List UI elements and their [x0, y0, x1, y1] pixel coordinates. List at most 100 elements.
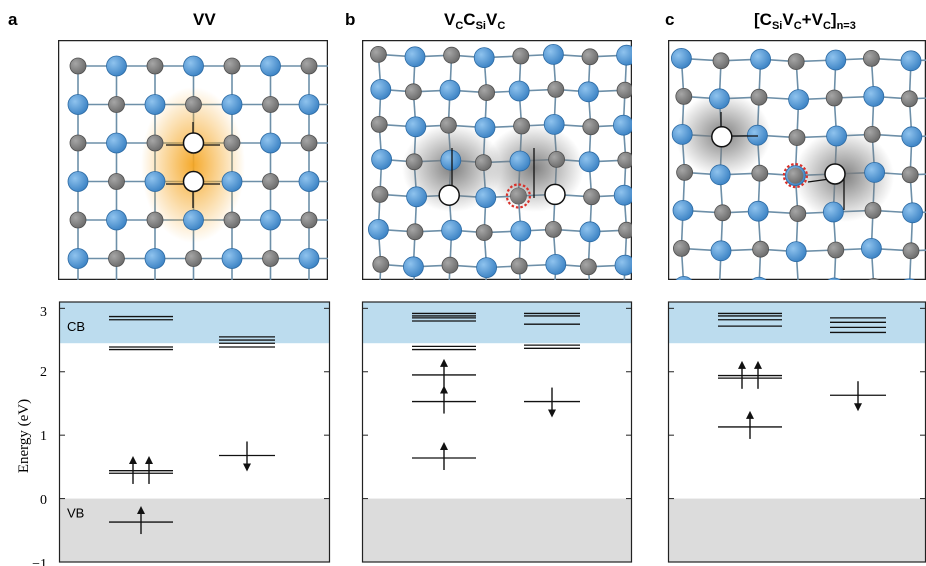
si-atom — [614, 254, 632, 276]
si-atom — [144, 94, 166, 115]
c-atom — [510, 257, 528, 275]
c-atom — [714, 204, 731, 222]
panel-title-c: [CSiVC+VC]n=3 — [754, 10, 856, 32]
si-atom — [903, 278, 915, 280]
energy-panel-0: CB VB — [58, 301, 331, 563]
spin-down-arrowhead — [243, 463, 251, 472]
si-atom — [747, 200, 769, 222]
c-atom — [440, 116, 457, 134]
si-atom — [747, 124, 768, 146]
si-atom — [371, 149, 393, 170]
spin-up-arrowhead — [129, 455, 137, 464]
c-atom — [676, 163, 694, 181]
figure-headers: a VV b VCCSiVC c [CSiVC+VC]n=3 — [8, 10, 856, 32]
si-atom — [545, 253, 567, 275]
si-atom — [221, 171, 243, 192]
c-atom — [300, 57, 318, 75]
si-atom — [509, 150, 531, 172]
si-atom — [616, 44, 632, 66]
carbon-antisite-marker-0 — [782, 163, 809, 189]
si-atom — [863, 86, 885, 107]
si-atom — [221, 248, 243, 269]
tick-label-1: 1 — [40, 429, 47, 444]
vacancy-site-0 — [711, 126, 733, 148]
si-atom — [441, 219, 462, 241]
c-atom — [185, 250, 202, 267]
tick-label-minus1: −1 — [32, 557, 47, 566]
spin-up-arrowhead — [137, 506, 145, 515]
c-atom — [750, 88, 768, 106]
c-atom — [862, 49, 880, 67]
c-atom — [69, 134, 87, 152]
conduction-band — [668, 302, 926, 344]
si-atom — [710, 240, 732, 262]
si-atom — [900, 50, 922, 72]
spin-up-arrowhead — [145, 455, 153, 464]
conduction-band — [59, 302, 330, 344]
si-atom — [750, 48, 771, 70]
c-atom — [787, 53, 805, 71]
c-atom — [475, 154, 492, 171]
si-atom — [476, 257, 497, 279]
c-atom — [262, 250, 279, 267]
c-atom — [69, 57, 87, 75]
si-atom — [826, 125, 848, 147]
defect-glow-0 — [141, 87, 245, 243]
c-atom — [478, 84, 495, 101]
si-atom — [709, 88, 730, 110]
c-atom — [405, 83, 422, 101]
panel-title-a: VV — [193, 10, 216, 29]
plot-frame — [58, 301, 331, 563]
spin-down-arrowhead — [548, 409, 556, 418]
si-atom — [671, 124, 693, 145]
si-atom — [670, 47, 692, 69]
si-atom — [183, 209, 204, 231]
c-atom — [262, 173, 279, 190]
cb-label: CB — [67, 319, 85, 334]
panel-letter-b: b — [345, 10, 355, 29]
vb-label: VB — [67, 506, 84, 521]
y-axis: Energy (eV) 3 2 1 0 −1 — [16, 305, 47, 566]
si-atom — [613, 114, 632, 136]
si-atom — [860, 237, 882, 259]
si-atom — [578, 151, 600, 173]
c-atom — [863, 126, 881, 143]
c-atom — [789, 205, 807, 223]
lattice-image-vv — [58, 40, 328, 280]
si-atom — [221, 94, 243, 115]
c-atom — [617, 151, 632, 169]
c-atom — [262, 96, 279, 113]
si-atom — [298, 94, 320, 115]
c-atom — [108, 173, 125, 190]
si-atom — [405, 116, 427, 138]
spin-up-arrowhead — [746, 410, 754, 419]
c-atom — [405, 153, 423, 171]
si-atom — [822, 201, 844, 223]
c-atom — [902, 242, 920, 260]
tick-label-0: 0 — [40, 493, 47, 508]
c-atom — [751, 164, 769, 182]
carbon-antisite-atom — [787, 167, 804, 184]
si-atom — [183, 55, 204, 77]
conduction-band — [362, 302, 632, 344]
c-atom — [864, 201, 882, 219]
si-atom — [144, 171, 166, 192]
c-atom — [512, 47, 530, 65]
c-atom — [752, 240, 769, 258]
c-atom — [513, 117, 531, 135]
energy-level-diagrams: Energy (eV) 3 2 1 0 −1 CB VB — [16, 301, 926, 566]
c-atom — [900, 90, 918, 108]
c-atom — [69, 211, 87, 229]
vacancy-site-1 — [182, 170, 205, 193]
si-atom — [709, 164, 731, 186]
spin-up-arrowhead — [440, 358, 448, 367]
y-axis-label: Energy (eV) — [16, 399, 32, 473]
si-atom — [788, 89, 810, 110]
carbon-antisite-marker-0 — [505, 183, 531, 209]
c-atom — [618, 221, 632, 239]
si-atom — [542, 43, 564, 65]
si-atom — [67, 248, 89, 269]
c-atom — [406, 223, 424, 241]
si-atom — [825, 49, 847, 71]
c-atom — [825, 89, 843, 107]
